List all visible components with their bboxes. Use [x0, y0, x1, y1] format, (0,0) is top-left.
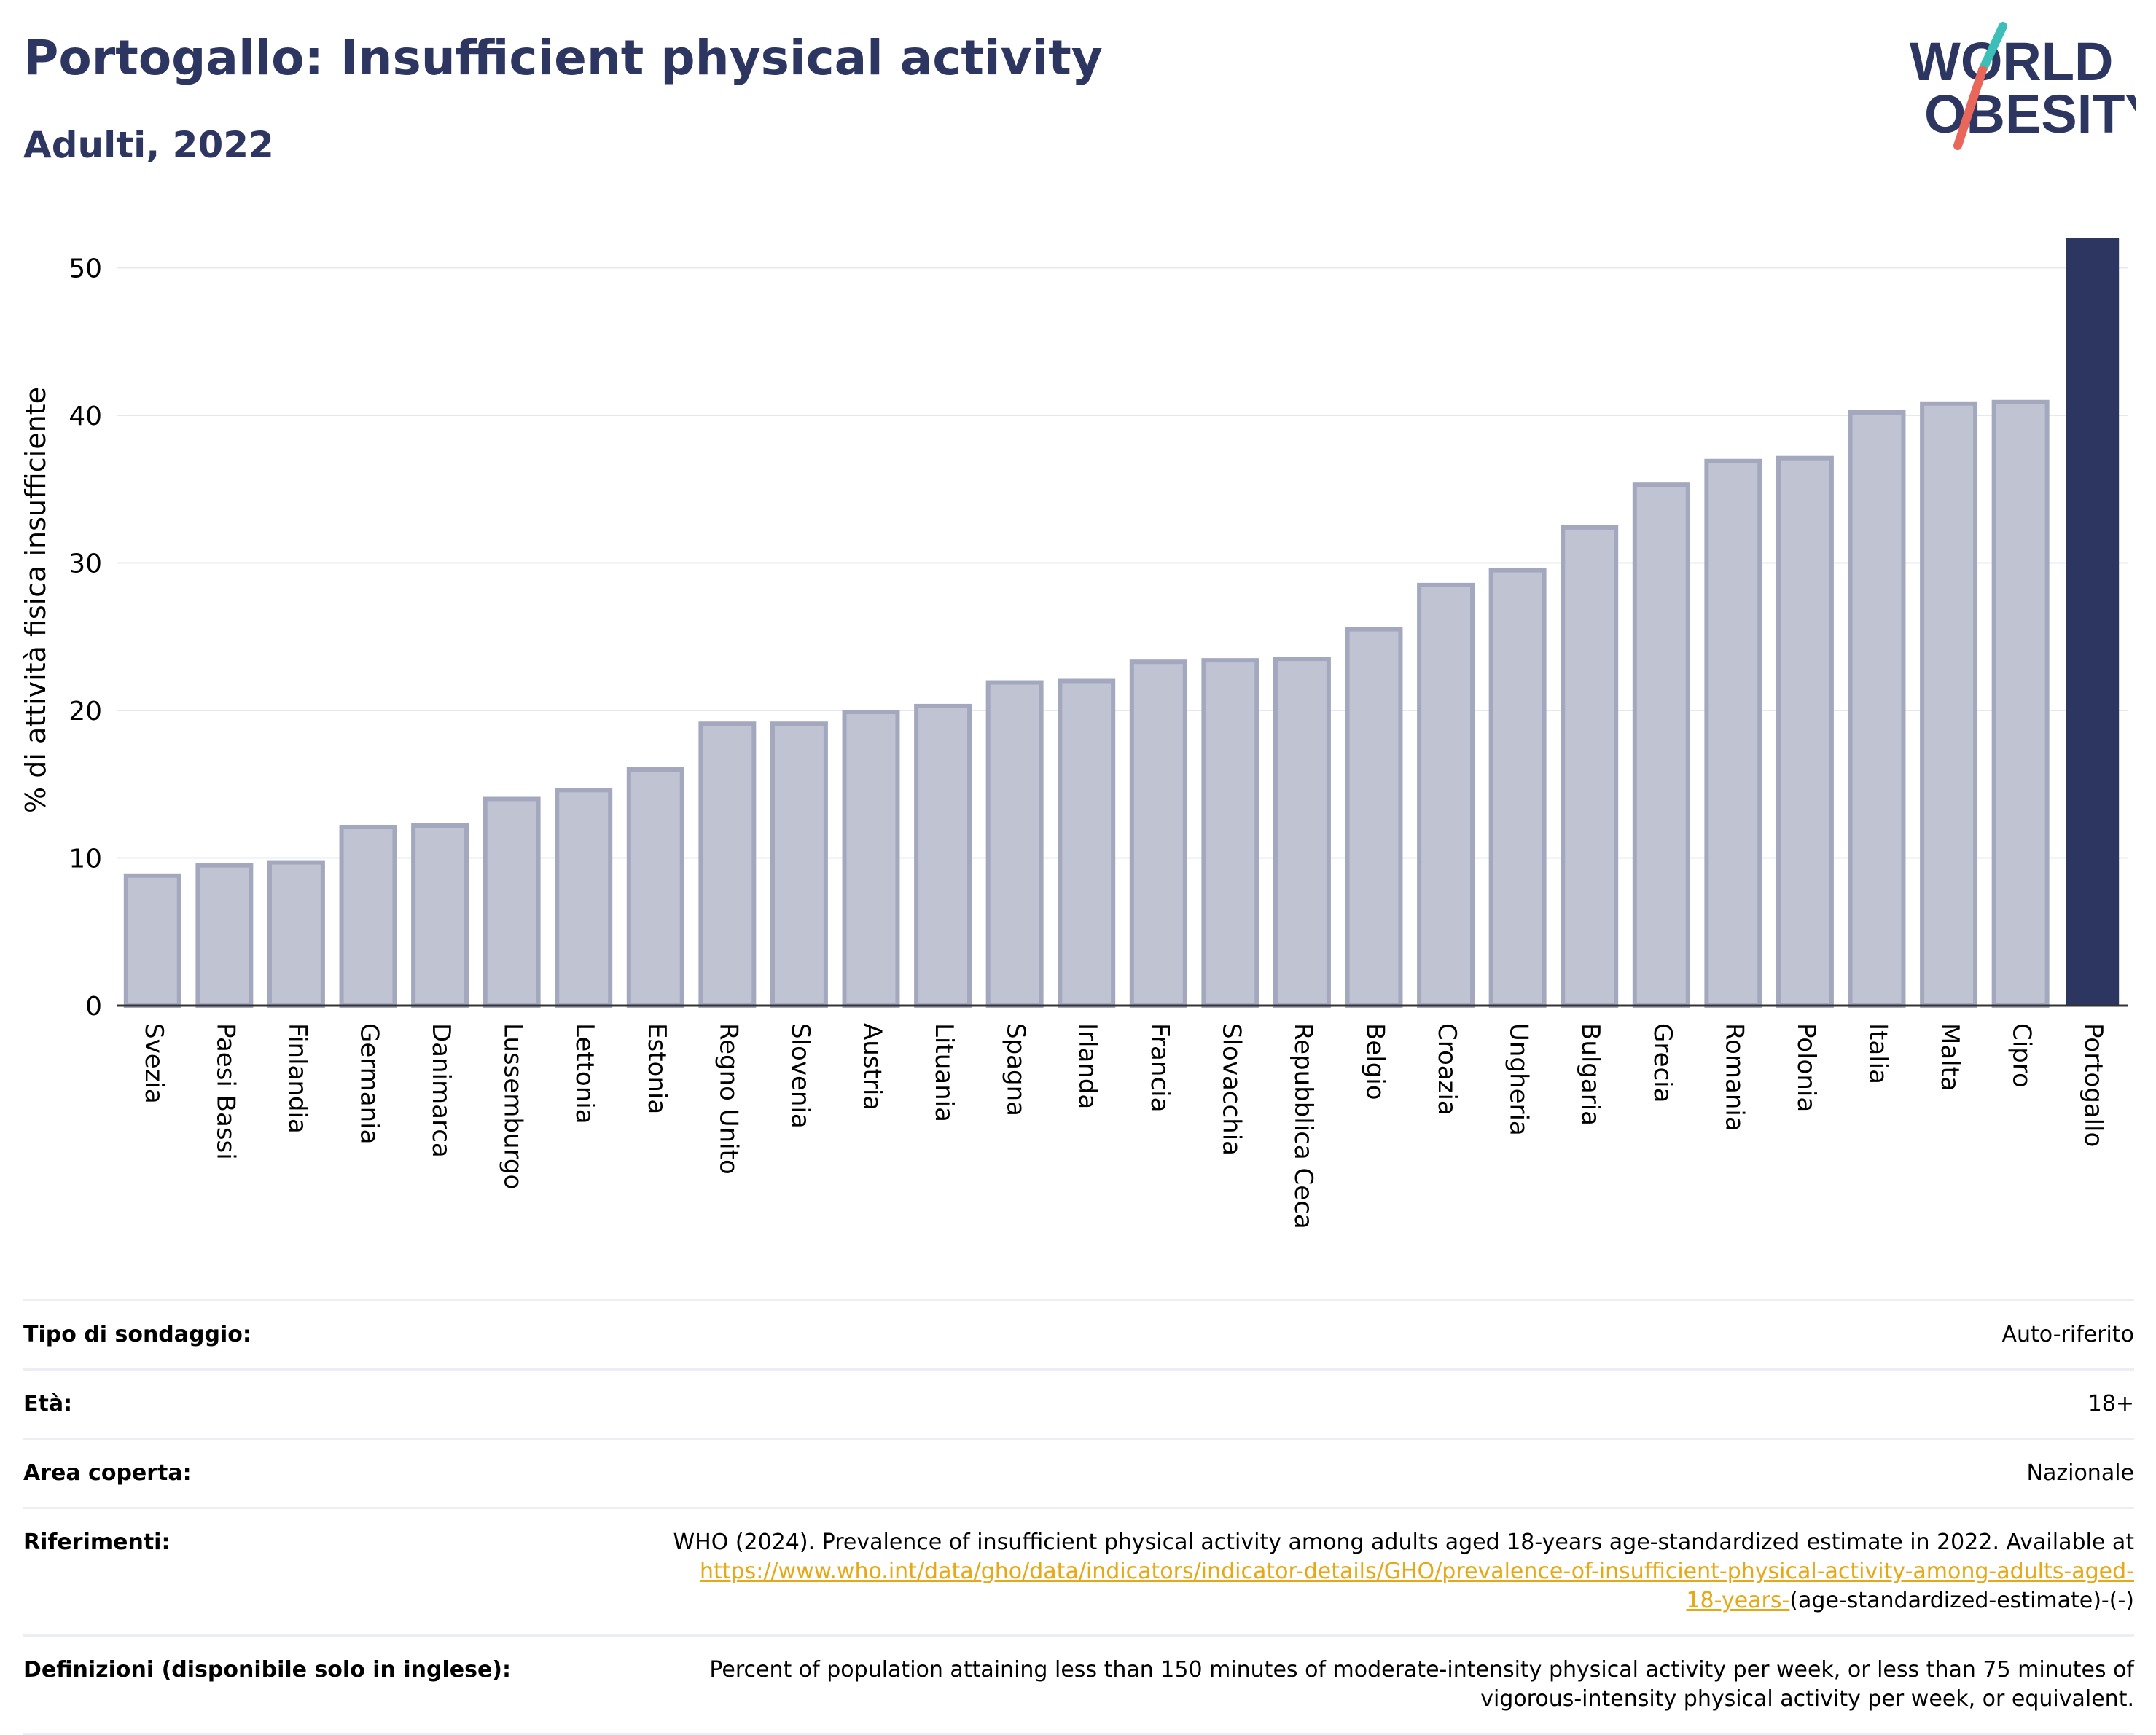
- bar-spagna: [985, 680, 1044, 1009]
- x-tick-label: Paesi Bassi: [211, 1023, 240, 1160]
- x-tick-label: Lettonia: [570, 1023, 599, 1124]
- x-tick-label: Irlanda: [1073, 1023, 1102, 1109]
- bar-chart: 0 10 20 30 40 50 Svezia Paesi Bassi Finlandia Ger…: [20, 238, 2128, 1229]
- bars: [123, 238, 2120, 1009]
- bar-portogallo: [2066, 238, 2120, 1006]
- x-tick-label: Danimarca: [426, 1023, 456, 1158]
- bar-bulgaria: [1561, 525, 1619, 1008]
- x-tick-label: Lituania: [929, 1023, 958, 1122]
- x-tick-label: Lussemburgo: [499, 1023, 528, 1189]
- y-axis-label: % di attività fisica insufficiente: [20, 387, 52, 813]
- y-tick-label: 0: [85, 992, 102, 1022]
- references-citation: WHO (2024). Prevalence of insufficient p…: [673, 1530, 2134, 1555]
- x-tick-label: Repubblica Ceca: [1289, 1023, 1318, 1229]
- x-tick-label: Estonia: [642, 1023, 671, 1114]
- references-suffix: (age-standardized-estimate)-(-): [1789, 1588, 2134, 1613]
- references-text: WHO (2024). Prevalence of insufficient p…: [577, 1528, 2134, 1615]
- y-tick-label: 30: [69, 549, 102, 579]
- world-obesity-logo: WORLD OBESITY: [1910, 22, 2136, 150]
- x-tick-label: Polonia: [1792, 1023, 1821, 1112]
- page-title: Portogallo: Insufficient physical activi…: [23, 30, 1103, 86]
- bar-repubblica-ceca: [1273, 657, 1331, 1008]
- bar-lussemburgo: [483, 796, 541, 1008]
- bar-romania: [1704, 458, 1762, 1008]
- bar-belgio: [1345, 627, 1403, 1008]
- info-value: Nazionale: [2026, 1460, 2134, 1486]
- bar-paesi-bassi: [195, 863, 254, 1008]
- definitions-line2: vigorous-intensity physical activity per…: [1480, 1686, 2134, 1712]
- x-tick-label: Austria: [858, 1023, 887, 1111]
- x-tick-label: Cipro: [2007, 1023, 2036, 1088]
- references-link[interactable]: https://www.who.int/data/gho/data/indica…: [700, 1559, 2134, 1613]
- info-label: Età:: [23, 1391, 73, 1417]
- info-label: Riferimenti:: [23, 1530, 171, 1555]
- y-tick-label: 50: [69, 254, 102, 284]
- y-tick-label: 40: [69, 402, 102, 431]
- info-value: Auto-riferito: [2001, 1322, 2134, 1347]
- bar-grecia: [1632, 482, 1690, 1008]
- y-tick-label: 10: [69, 845, 102, 874]
- page-subtitle: Adulti, 2022: [23, 124, 274, 166]
- x-tick-label: Slovacchia: [1216, 1023, 1246, 1156]
- info-row-definitions: Definizioni (disponibile solo in inglese…: [23, 1634, 2134, 1735]
- logo-slash-teal: [1978, 22, 2007, 74]
- info-row-area: Area coperta: Nazionale: [23, 1438, 2134, 1507]
- logo-slash-coral: [1953, 66, 1987, 150]
- x-tick-label: Croazia: [1432, 1023, 1461, 1116]
- info-label: Definizioni (disponibile solo in inglese…: [23, 1657, 511, 1683]
- bar-malta: [1920, 401, 1978, 1008]
- bar-irlanda: [1058, 678, 1116, 1008]
- x-tick-label: Bulgaria: [1576, 1023, 1605, 1126]
- bar-cipro: [1991, 399, 2050, 1008]
- bar-polonia: [1776, 455, 1834, 1008]
- references-link-line1: https://www.who.int/data/gho/data/indica…: [700, 1559, 2134, 1584]
- logo-line1: WORLD: [1910, 31, 2114, 92]
- y-tick-label: 20: [69, 697, 102, 726]
- bar-ungheria: [1488, 568, 1547, 1008]
- x-tick-label: Grecia: [1648, 1023, 1677, 1103]
- x-tick-label: Romania: [1719, 1023, 1749, 1132]
- bar-danimarca: [411, 823, 469, 1008]
- bar-finlandia: [267, 860, 325, 1008]
- info-value: 18+: [2087, 1391, 2134, 1417]
- bar-lettonia: [555, 788, 613, 1008]
- bar-estonia: [626, 767, 684, 1008]
- info-label: Tipo di sondaggio:: [23, 1322, 251, 1347]
- x-tick-label: Portogallo: [2079, 1023, 2108, 1147]
- x-tick-label: Germania: [355, 1023, 384, 1144]
- bar-italia: [1848, 410, 1906, 1008]
- bar-francia: [1129, 659, 1187, 1008]
- bar-croazia: [1417, 582, 1475, 1008]
- info-row-survey: Tipo di sondaggio: Auto-riferito: [23, 1299, 2134, 1368]
- x-tick-label: Regno Unito: [714, 1023, 743, 1175]
- bar-svezia: [123, 873, 181, 1009]
- info-label: Area coperta:: [23, 1460, 192, 1486]
- x-tick-label: Svezia: [139, 1023, 168, 1104]
- definitions-line1: Percent of population attaining less tha…: [709, 1657, 2134, 1683]
- info-row-references: Riferimenti: WHO (2024). Prevalence of i…: [23, 1507, 2134, 1634]
- definitions-text: Percent of population attaining less tha…: [577, 1656, 2134, 1714]
- x-tick-label: Francia: [1145, 1023, 1174, 1112]
- info-row-age: Età: 18+: [23, 1368, 2134, 1438]
- x-tick-label: Slovenia: [786, 1023, 815, 1129]
- bar-slovacchia: [1201, 658, 1259, 1009]
- references-link-line2: 18-years-: [1686, 1588, 1790, 1613]
- bar-regno-unito: [698, 721, 757, 1008]
- x-tick-label: Spagna: [1001, 1023, 1031, 1116]
- bar-slovenia: [770, 721, 828, 1008]
- bar-austria: [842, 710, 900, 1009]
- x-tick-label: Finlandia: [283, 1023, 312, 1134]
- x-tick-label: Ungheria: [1504, 1023, 1534, 1136]
- x-tick-label: Belgio: [1361, 1023, 1390, 1100]
- x-tick-label: Italia: [1864, 1023, 1893, 1084]
- bar-lituania: [914, 703, 972, 1008]
- x-tick-label: Malta: [1935, 1023, 1964, 1092]
- bar-germania: [339, 824, 397, 1008]
- axes: 0 10 20 30 40 50 Svezia Paesi Bassi Finlandia Ger…: [69, 254, 2128, 1229]
- info-table: Tipo di sondaggio: Auto-riferito Età: 18…: [23, 1299, 2134, 1735]
